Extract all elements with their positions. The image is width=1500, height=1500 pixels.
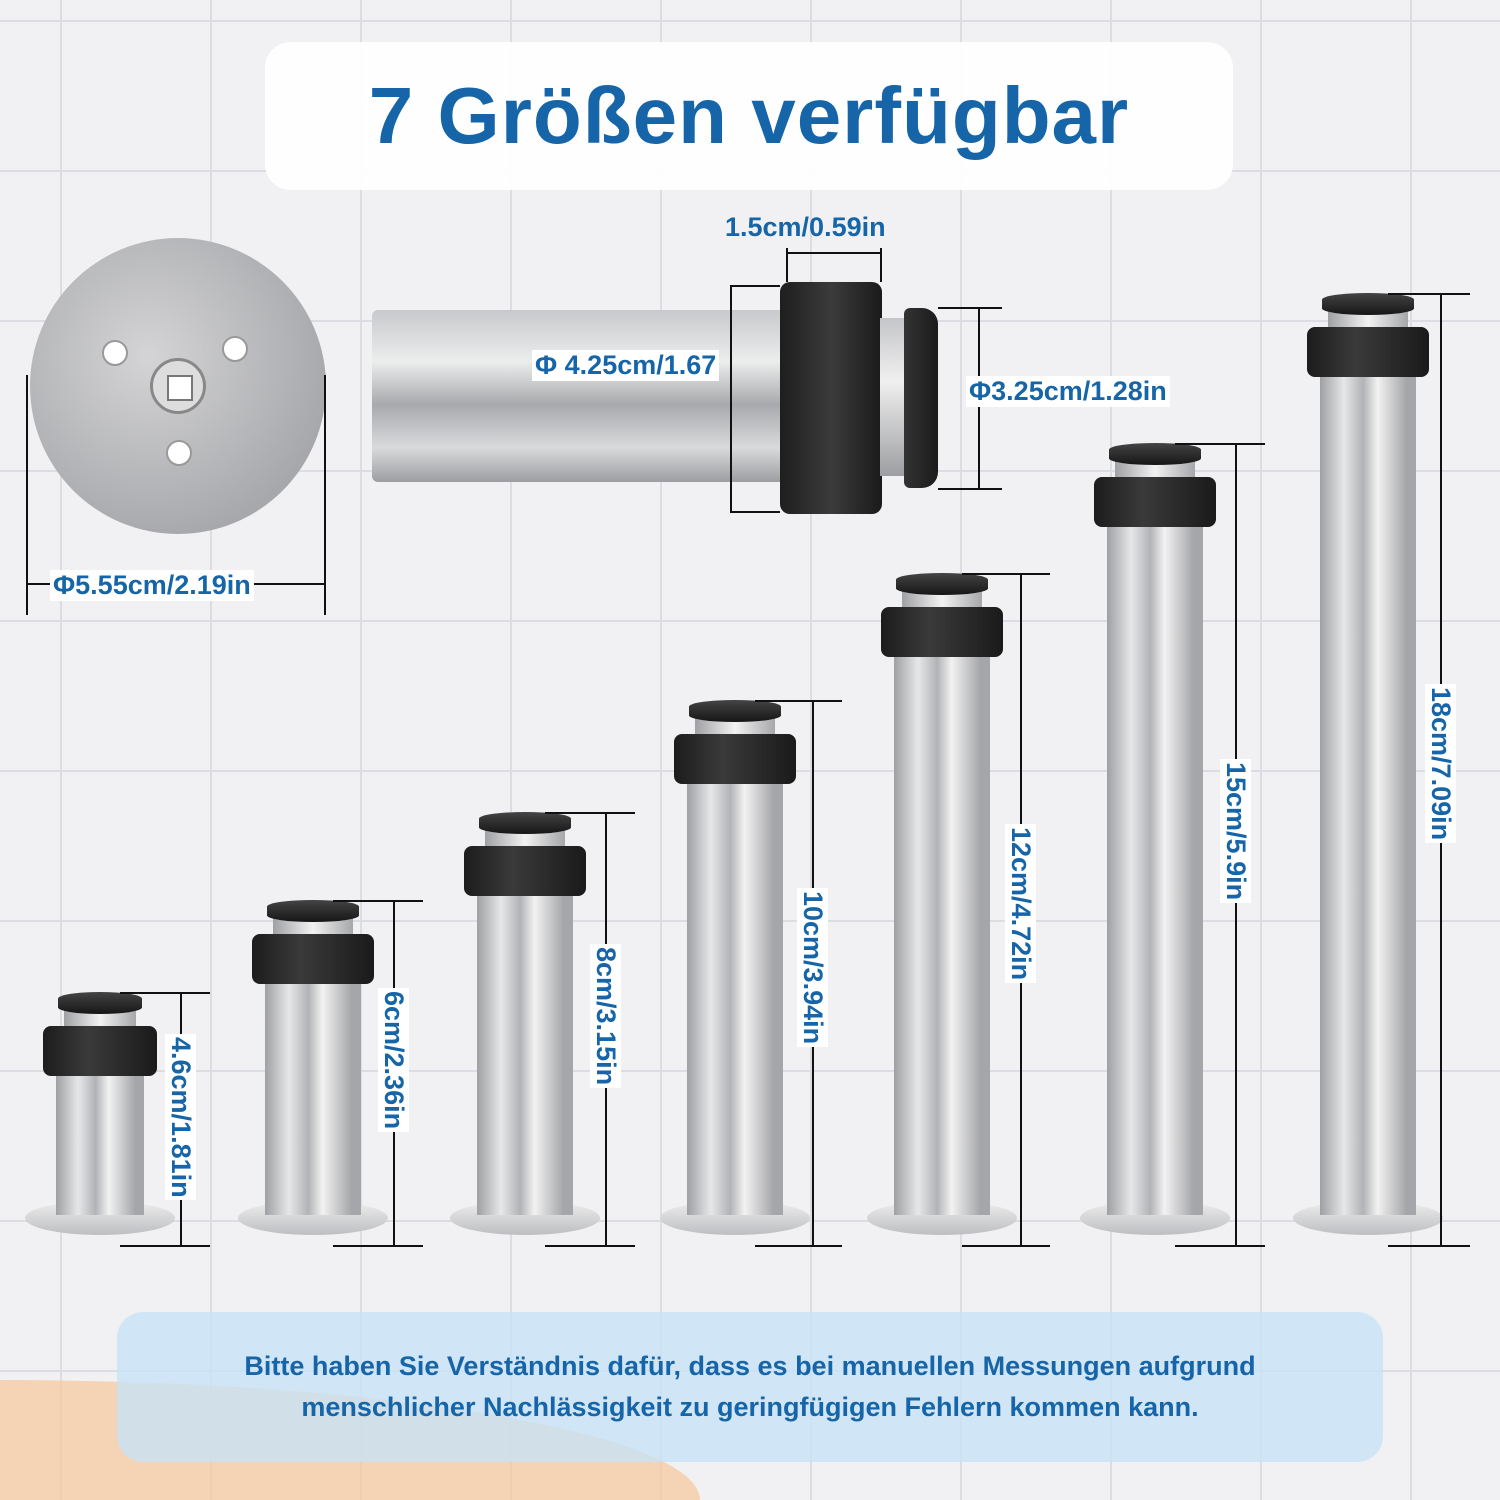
dimension-line — [1175, 1245, 1265, 1247]
dimension-line — [324, 375, 326, 615]
dimension-line — [880, 248, 882, 282]
dimension-line — [962, 1245, 1050, 1247]
note-line-2: menschlicher Nachlässigkeit zu geringfüg… — [301, 1392, 1199, 1422]
size-label: 8cm/3.15in — [590, 943, 621, 1088]
rubber-band — [43, 1026, 157, 1076]
dimension-line — [545, 1245, 635, 1247]
dimension-line — [1388, 293, 1470, 295]
rubber-band — [1094, 477, 1216, 527]
dimension-line — [120, 992, 210, 994]
rubber-band — [674, 734, 796, 784]
measurement-note: Bitte haben Sie Verständnis dafür, dass … — [117, 1312, 1383, 1462]
note-line-1: Bitte haben Sie Verständnis dafür, dass … — [244, 1351, 1256, 1381]
page-title: 7 Größen verfügbar — [368, 71, 1130, 160]
rubber-cap — [1109, 443, 1201, 465]
stopper-body — [894, 633, 990, 1215]
rubber-cap — [896, 573, 988, 595]
cap-diameter-label: Φ3.25cm/1.28in — [966, 376, 1170, 407]
plate-diameter-label: Φ5.55cm/2.19in — [50, 570, 254, 601]
rubber-cap — [689, 700, 781, 722]
band-width-label: 1.5cm/0.59in — [725, 212, 886, 242]
stopper-body — [477, 872, 573, 1215]
dimension-line — [333, 900, 423, 902]
dimension-line — [545, 812, 635, 814]
dimension-line — [730, 285, 732, 513]
dimension-line — [786, 248, 788, 282]
center-mount — [150, 358, 206, 414]
stopper-body — [56, 1052, 144, 1215]
stopper-body — [687, 760, 783, 1215]
dimension-line — [1175, 443, 1265, 445]
dimension-line — [333, 1245, 423, 1247]
stopper-body — [1107, 503, 1203, 1215]
screw-hole — [222, 336, 248, 362]
size-label: 4.6cm/1.81in — [165, 1033, 196, 1201]
dimension-line — [938, 307, 1002, 309]
size-label: 15cm/5.9in — [1220, 759, 1251, 904]
dimension-line — [755, 1245, 842, 1247]
dimension-line — [755, 700, 842, 702]
rubber-band — [881, 607, 1003, 657]
dimension-line — [26, 375, 28, 615]
rubber-cap — [1322, 293, 1414, 315]
rubber-cap — [904, 308, 938, 488]
dimension-line — [962, 573, 1050, 575]
dimension-line — [1388, 1245, 1470, 1247]
dimension-line — [938, 488, 1002, 490]
mounting-plate-image — [30, 238, 326, 534]
dimension-line — [730, 285, 780, 287]
rubber-band — [464, 846, 586, 896]
size-label: 18cm/7.09in — [1425, 684, 1456, 844]
size-label: 10cm/3.94in — [797, 887, 828, 1047]
rubber-cap — [58, 992, 142, 1014]
size-label: 6cm/2.36in — [378, 987, 409, 1132]
stopper-body — [265, 960, 361, 1215]
dimension-line — [786, 252, 882, 254]
rubber-band — [1307, 327, 1429, 377]
rubber-cap — [267, 900, 359, 922]
stopper-body — [1320, 353, 1416, 1215]
stopper-side-view-body — [372, 310, 792, 482]
dimension-line — [730, 511, 780, 513]
size-label: 12cm/4.72in — [1005, 824, 1036, 984]
screw-hole — [102, 340, 128, 366]
band-diameter-label: Φ 4.25cm/1.67 — [532, 350, 720, 381]
title-box: 7 Größen verfügbar — [265, 42, 1233, 190]
rubber-band — [252, 934, 374, 984]
rubber-band — [780, 282, 882, 514]
rubber-cap — [479, 812, 571, 834]
screw-hole — [166, 440, 192, 466]
dimension-line — [120, 1245, 210, 1247]
